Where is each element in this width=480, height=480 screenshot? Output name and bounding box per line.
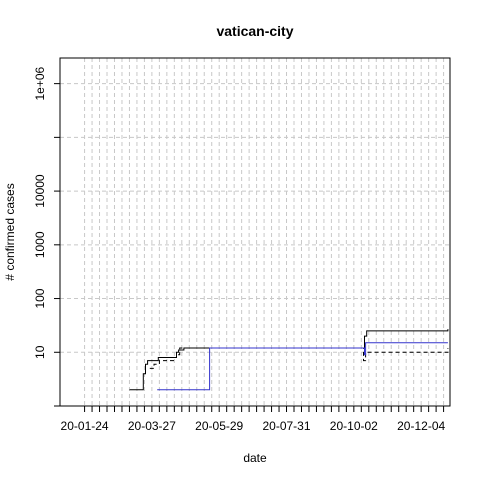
x-tick-label: 20-03-27: [128, 419, 176, 433]
grid: [60, 58, 450, 407]
y-tick-label: 1e+06: [33, 66, 47, 100]
y-tick-label: 1000: [33, 231, 47, 258]
x-tick-label: 20-12-04: [397, 419, 445, 433]
x-axis-label: date: [243, 451, 267, 465]
x-axis: 20-01-24 20-03-27 20-05-29 20-07-31 20-10-02…: [61, 405, 445, 433]
x-tick-label: 20-07-31: [262, 419, 310, 433]
series-line-2: [149, 347, 449, 369]
x-tick-label: 20-01-24: [61, 419, 109, 433]
y-tick-label: 10000: [33, 174, 47, 208]
series-line-1: [129, 329, 449, 391]
y-axis-label: # confirmed cases: [3, 183, 17, 280]
series-layer: [129, 329, 449, 391]
y-tick-label: 100: [33, 288, 47, 308]
x-tick-label: 20-05-29: [195, 419, 243, 433]
y-tick-label: 10: [33, 345, 47, 359]
chart-title: vatican-city: [216, 23, 293, 39]
y-axis: 10 100 1000 10000 1e+06: [33, 66, 60, 407]
series-line-3: [157, 342, 448, 391]
x-tick-label: 20-10-02: [330, 419, 378, 433]
